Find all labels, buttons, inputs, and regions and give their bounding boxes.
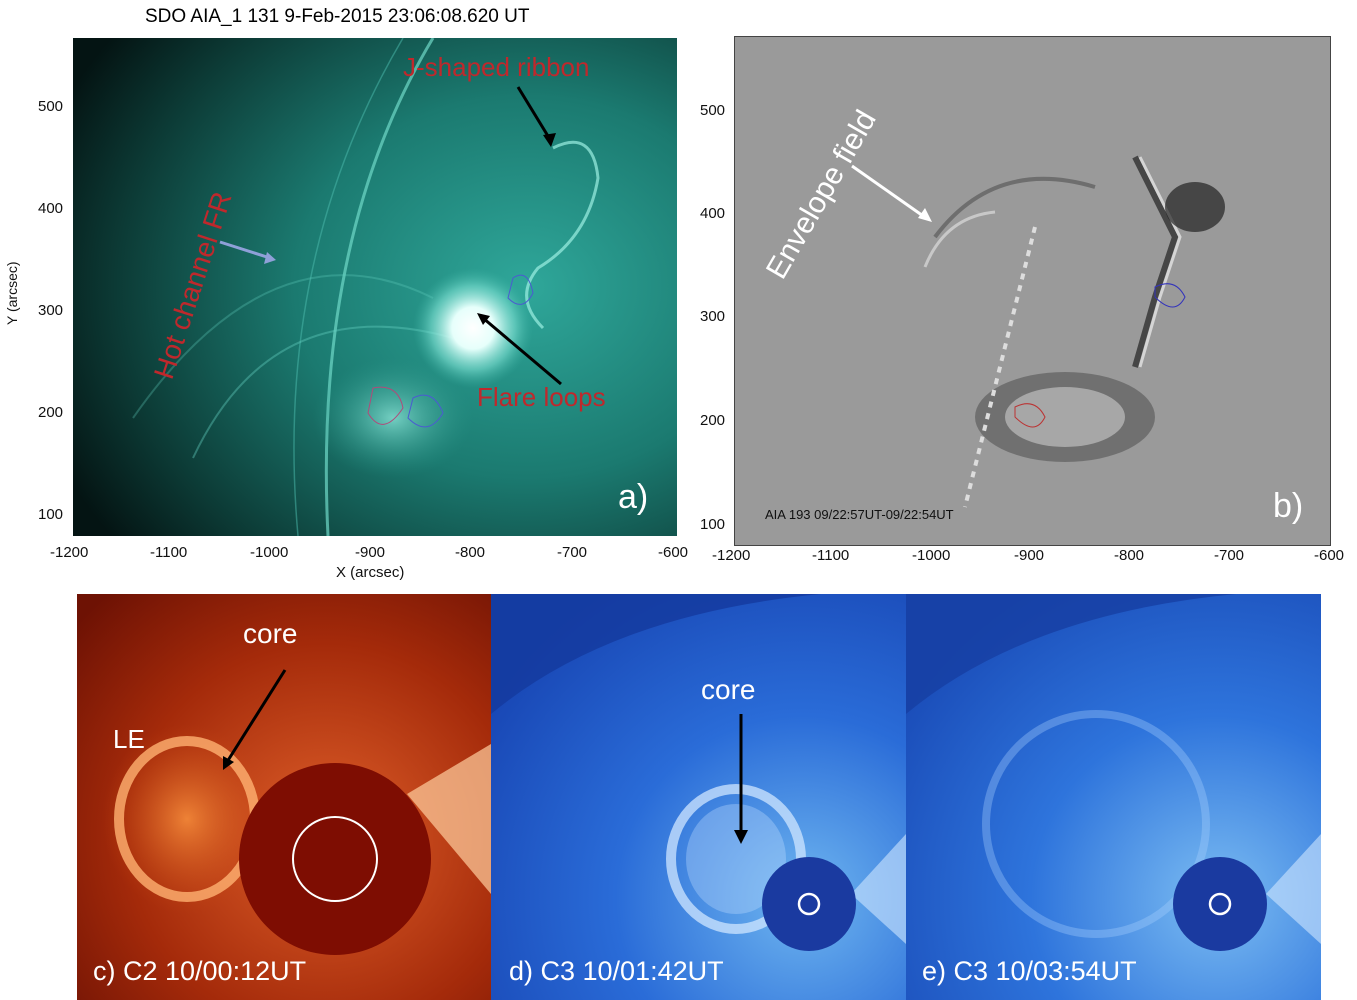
panel-d-caption: d) C3 10/01:42UT <box>509 956 724 986</box>
d-core-arrow <box>734 714 748 844</box>
panel-b-subtitle: AIA 193 09/22:57UT-09/22:54UT <box>765 507 954 522</box>
x-tick-label: -1000 <box>250 544 289 561</box>
flare-loops-arrow <box>477 313 562 386</box>
x-tick-label: -1200 <box>712 547 751 564</box>
x-tick-label: -700 <box>557 544 588 561</box>
le-label: LE <box>113 724 145 754</box>
panel-e-image: e) C3 10/03:54UT <box>906 594 1321 1000</box>
x-tick-label: -900 <box>355 544 386 561</box>
panel-c-image: core LE c) C2 10/00:12UT <box>77 594 491 1000</box>
panel-b-difference-image <box>735 37 1330 545</box>
c-core-arrow <box>223 669 287 770</box>
y-tick-label: 200 <box>38 404 64 421</box>
panel-a-euv-image <box>73 38 677 536</box>
panel-c-caption: c) C2 10/00:12UT <box>93 956 307 986</box>
y-tick-label: 300 <box>700 308 726 325</box>
ribbon-label: J-shaped ribbon <box>403 52 590 82</box>
panel-d-coronagraph <box>491 594 906 1000</box>
panel-b-letter: b) <box>1273 487 1304 525</box>
y-tick-label: 500 <box>38 98 64 115</box>
x-tick-label: -900 <box>1014 547 1045 564</box>
figure-title: SDO AIA_1 131 9-Feb-2015 23:06:08.620 UT <box>145 6 530 27</box>
hot-channel-arrow <box>219 240 276 264</box>
x-tick-label: -600 <box>658 544 689 561</box>
y-tick-label: 300 <box>38 302 64 319</box>
panel-e-coronagraph <box>906 594 1321 1000</box>
panel-c-coronagraph <box>77 594 491 1000</box>
y-tick-label: 400 <box>38 200 64 217</box>
c-core-label: core <box>243 618 298 649</box>
x-tick-label: -1100 <box>150 544 188 561</box>
x-tick-label: -1100 <box>812 547 850 564</box>
x-tick-label: -600 <box>1314 547 1345 564</box>
x-tick-label: -800 <box>1114 547 1145 564</box>
panel-e-caption: e) C3 10/03:54UT <box>922 956 1137 986</box>
ribbon-arrow <box>516 86 556 147</box>
x-tick-label: -700 <box>1214 547 1245 564</box>
x-tick-label: -1200 <box>50 544 89 561</box>
panel-d-image: core d) C3 10/01:42UT <box>491 594 906 1000</box>
panel-a-image: J-shaped ribbon Hot channel FR Flare loo… <box>73 38 677 536</box>
x-tick-label: -800 <box>455 544 486 561</box>
panel-b-image: AIA 193 09/22:57UT-09/22:54UT b) <box>734 36 1331 546</box>
y-tick-label: 100 <box>38 506 64 523</box>
panel-a-letter: a) <box>618 478 649 516</box>
y-tick-label: 400 <box>700 205 726 222</box>
y-tick-label: 500 <box>700 102 726 119</box>
y-tick-label: 200 <box>700 412 726 429</box>
x-axis-label: X (arcsec) <box>336 564 405 581</box>
y-tick-label: 100 <box>700 516 726 533</box>
x-tick-label: -1000 <box>912 547 951 564</box>
d-core-label: core <box>701 674 756 705</box>
envelope-arrow <box>851 164 932 222</box>
y-axis-label: Y (arcsec) <box>4 261 20 325</box>
flare-loops-label: Flare loops <box>477 382 606 412</box>
